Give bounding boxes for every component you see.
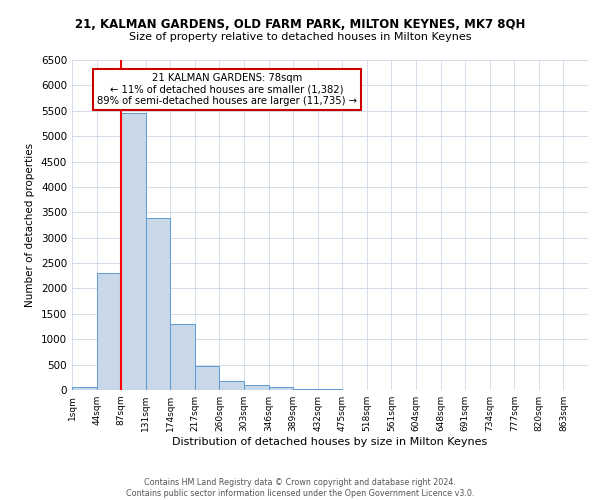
Text: 21, KALMAN GARDENS, OLD FARM PARK, MILTON KEYNES, MK7 8QH: 21, KALMAN GARDENS, OLD FARM PARK, MILTO… bbox=[75, 18, 525, 30]
Bar bbox=[269, 388, 293, 390]
Text: Contains HM Land Registry data © Crown copyright and database right 2024.
Contai: Contains HM Land Registry data © Crown c… bbox=[126, 478, 474, 498]
Bar bbox=[195, 366, 220, 390]
Bar bbox=[244, 385, 269, 390]
Bar bbox=[97, 273, 121, 390]
Text: Size of property relative to detached houses in Milton Keynes: Size of property relative to detached ho… bbox=[129, 32, 471, 42]
Bar bbox=[146, 218, 170, 390]
Bar bbox=[293, 389, 318, 390]
Bar bbox=[121, 114, 146, 390]
Text: 21 KALMAN GARDENS: 78sqm
← 11% of detached houses are smaller (1,382)
89% of sem: 21 KALMAN GARDENS: 78sqm ← 11% of detach… bbox=[97, 73, 357, 106]
Bar bbox=[220, 380, 244, 390]
Bar bbox=[170, 324, 195, 390]
X-axis label: Distribution of detached houses by size in Milton Keynes: Distribution of detached houses by size … bbox=[172, 437, 488, 447]
Y-axis label: Number of detached properties: Number of detached properties bbox=[25, 143, 35, 307]
Bar bbox=[72, 388, 97, 390]
